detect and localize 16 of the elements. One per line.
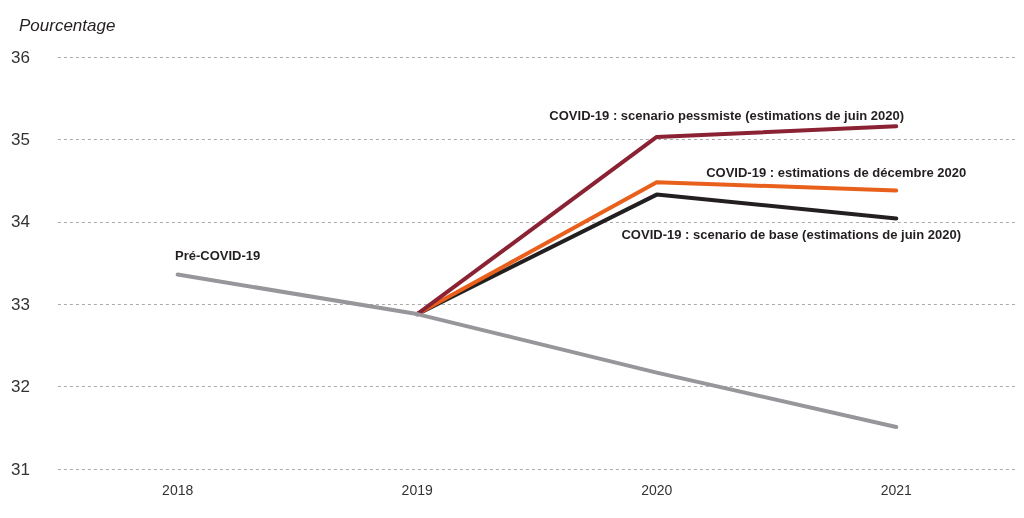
y-tick-label: 36	[10, 47, 30, 67]
y-tick-label: 31	[10, 459, 30, 479]
series-label: COVID-19 : estimations de décembre 2020	[706, 165, 967, 181]
series-label: COVID-19 : scenario de base (estimations de juin 2020)	[621, 226, 962, 242]
y-tick-label: 35	[10, 129, 30, 149]
x-tick-label: 2018	[162, 482, 194, 498]
x-tick-label: 2021	[880, 482, 913, 498]
y-tick-label: 33	[10, 294, 30, 314]
y-tick-label: 34	[10, 212, 30, 232]
line-series	[175, 272, 899, 429]
x-tick-label: 2020	[641, 482, 673, 498]
x-tick-label: 2019	[401, 482, 433, 498]
series-label: COVID-19 : scenario pessmiste (estimations de juin 2020)	[549, 107, 905, 123]
y-axis-title: Pourcentage	[19, 16, 116, 35]
y-tick-label: 32	[10, 377, 30, 397]
series-label: Pré-COVID-19	[175, 247, 261, 263]
